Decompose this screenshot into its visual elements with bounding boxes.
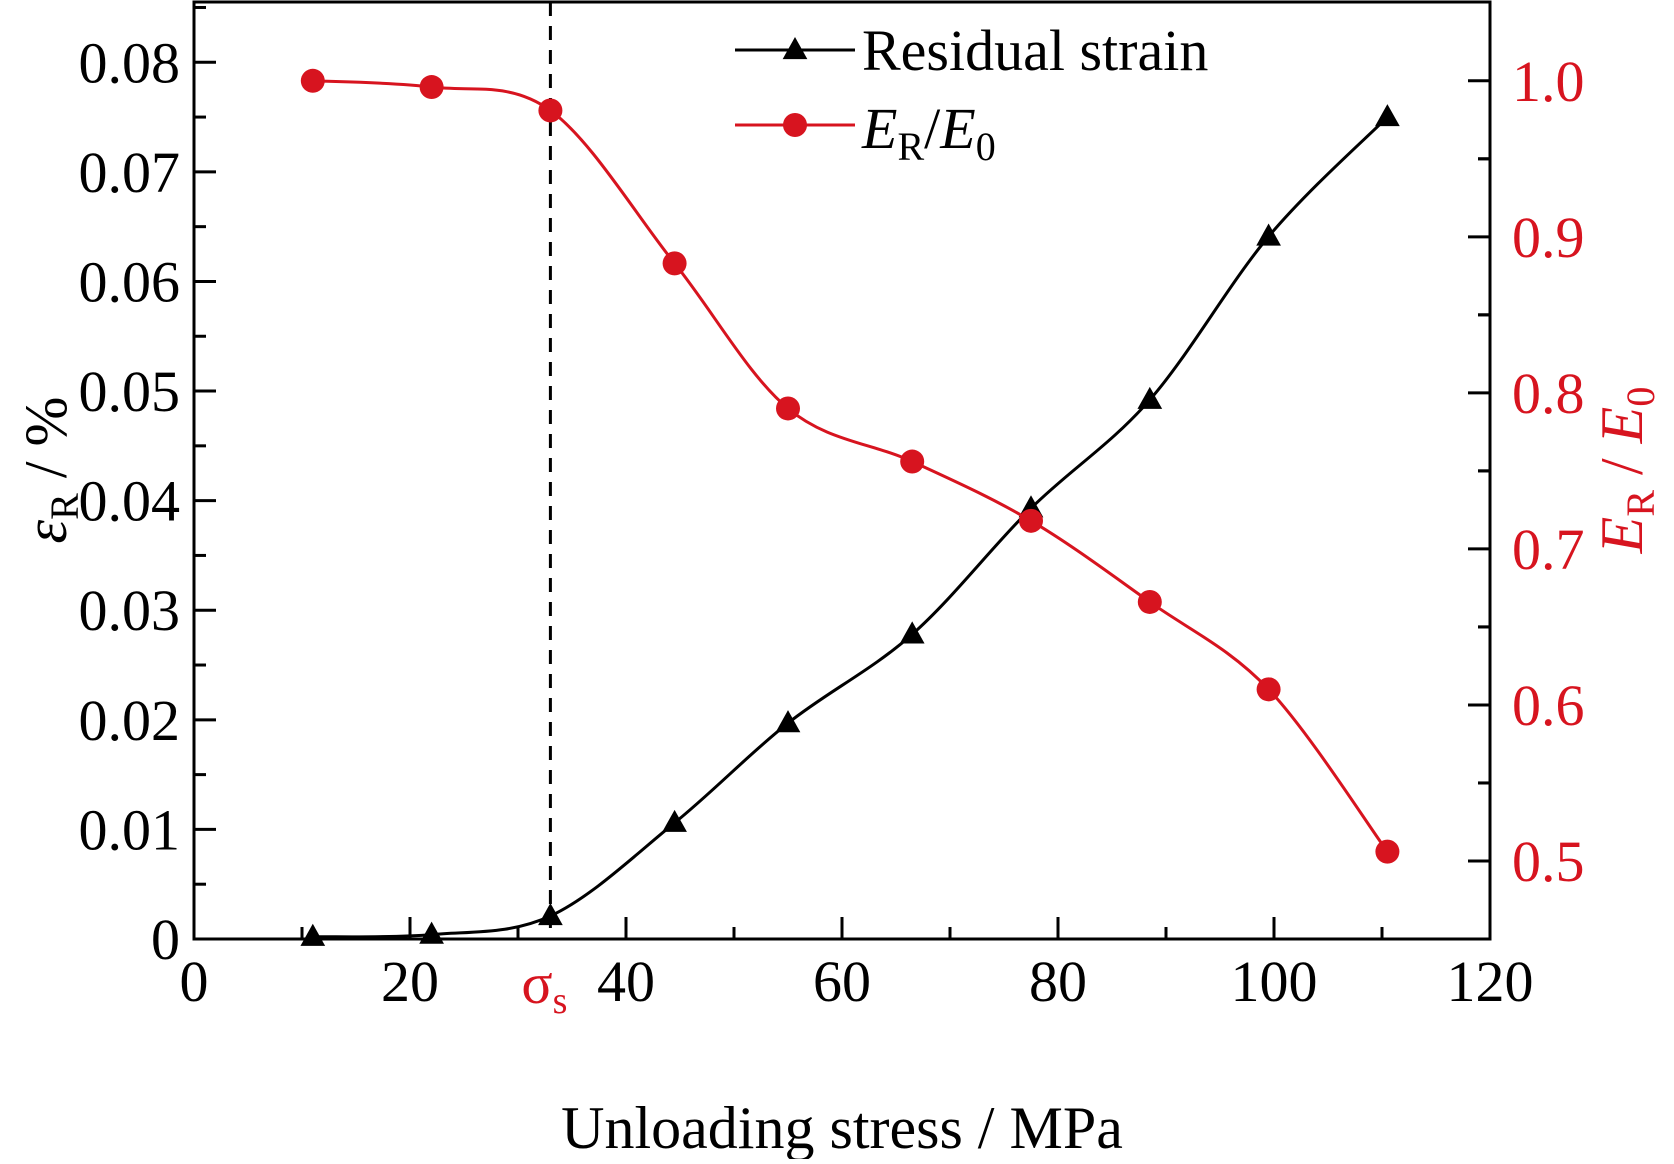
- labels-layer: 0 20 40 60 80 100 120 0 0.01 0.02 0.03 0.04 0.05 0.06…: [13, 30, 1663, 1161]
- x-tick-label: 80: [1029, 949, 1087, 1014]
- sigma-s-sub: s: [553, 980, 568, 1022]
- right-tick-label: 0.8: [1512, 361, 1585, 426]
- ticks-layer: [192, 5, 1492, 941]
- right-axis-title-part: 0: [1618, 387, 1663, 407]
- left-tick-label: 0.02: [79, 688, 181, 753]
- data-point-circle: [538, 98, 563, 123]
- data-point-circle: [662, 251, 687, 276]
- left-tick-label: 0.05: [79, 359, 181, 424]
- data-point-triangle: [538, 902, 563, 926]
- left-tick-label: 0.04: [79, 469, 181, 534]
- left-tick-label: 0.03: [79, 578, 181, 643]
- right-axis-title-part: E: [1589, 517, 1655, 555]
- x-tick-label: 100: [1231, 949, 1318, 1014]
- data-point-triangle: [899, 621, 925, 644]
- right-axis-title-part: R: [1618, 490, 1663, 517]
- legend-label-part: R: [897, 124, 924, 169]
- right-tick-label: 0.7: [1512, 517, 1585, 582]
- x-axis-title: Unloading stress / MPa: [561, 1095, 1123, 1159]
- x-tick-label: 120: [1447, 949, 1534, 1014]
- left-axis-symbol: ε: [13, 520, 79, 544]
- legend-marker-circle: [783, 113, 807, 137]
- x-tick-label: 40: [597, 949, 655, 1014]
- data-point-circle: [1019, 508, 1043, 533]
- sigma-s-label: σs: [521, 951, 567, 1022]
- right-tick-label: 0.9: [1512, 205, 1585, 270]
- data-point-circle: [1137, 589, 1162, 614]
- series-line-modulus-ratio: [312, 79, 1389, 853]
- series-layer: [300, 2, 1400, 946]
- plot-frame: [192, 0, 1492, 941]
- data-point-triangle: [662, 809, 687, 832]
- series-line-residual-strain: [312, 116, 1389, 939]
- data-point-circle: [300, 68, 325, 93]
- left-axis-unit: / %: [13, 397, 79, 494]
- legend-label-part: E: [939, 96, 975, 161]
- data-point-circle: [776, 396, 800, 421]
- legend-label-part: 0: [976, 124, 996, 169]
- data-point-circle: [1256, 677, 1281, 702]
- x-tick-label: 0: [180, 949, 209, 1014]
- right-tick-label: 0.6: [1512, 673, 1585, 738]
- x-tick-label: 20: [381, 949, 439, 1014]
- legend-label-residual-strain: Residual strain: [862, 18, 1208, 83]
- left-tick-label: 0.07: [79, 140, 181, 205]
- right-tick-label: 0.5: [1512, 829, 1585, 894]
- left-tick-label: 0.06: [79, 249, 181, 314]
- left-tick-label: 0.01: [79, 797, 181, 862]
- right-tick-label: 1.0: [1512, 49, 1585, 114]
- data-point-circle: [1375, 839, 1400, 864]
- left-axis-subscript: R: [42, 493, 87, 520]
- legend-label-part: E: [861, 96, 897, 161]
- data-point-triangle: [300, 923, 326, 946]
- left-tick-label: 0: [151, 907, 180, 972]
- data-point-circle: [900, 449, 925, 474]
- legend-marker-triangle: [782, 37, 808, 60]
- data-point-triangle: [1137, 386, 1163, 409]
- right-axis-title-part: /: [1589, 443, 1655, 490]
- right-axis-title-part: E: [1589, 407, 1655, 445]
- right-axis-title: ER / E0: [1589, 387, 1663, 555]
- legend-label-part: /: [924, 96, 941, 161]
- sigma-s-base: σ: [521, 951, 552, 1016]
- left-axis-title: εR / %: [13, 397, 87, 544]
- x-tick-label: 60: [813, 949, 871, 1014]
- data-point-triangle: [1375, 104, 1400, 127]
- data-point-circle: [419, 75, 444, 100]
- data-point-triangle: [419, 921, 444, 944]
- data-point-triangle: [1256, 223, 1281, 246]
- left-tick-label: 0.08: [79, 30, 181, 95]
- data-point-triangle: [775, 710, 801, 733]
- legend-label-modulus-ratio: ER/E0: [861, 96, 996, 169]
